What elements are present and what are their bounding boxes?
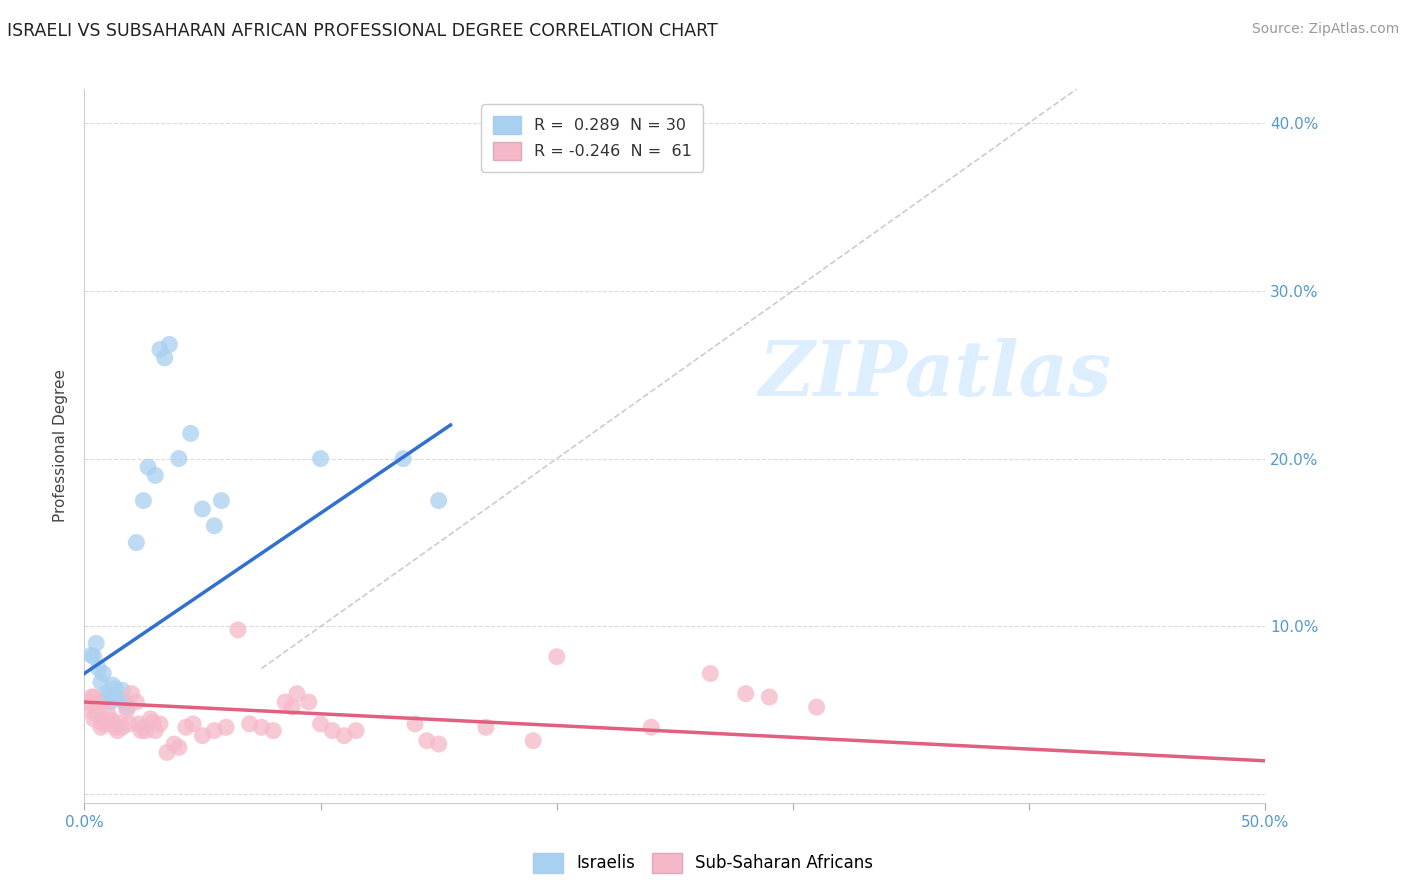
Text: Source: ZipAtlas.com: Source: ZipAtlas.com: [1251, 22, 1399, 37]
Point: [83, 712, 105, 726]
Point: [522, 733, 544, 747]
Point: [167, 451, 190, 466]
Point: [344, 723, 367, 738]
Point: [285, 687, 308, 701]
Y-axis label: Professional Degree: Professional Degree: [53, 369, 69, 523]
Point: [125, 695, 148, 709]
Point: [132, 720, 155, 734]
Point: [108, 717, 131, 731]
Point: [699, 666, 721, 681]
Point: [107, 723, 129, 738]
Point: [142, 715, 165, 730]
Point: [181, 717, 204, 731]
Point: [104, 681, 127, 696]
Point: [98, 695, 121, 709]
Point: [806, 700, 828, 714]
Point: [87, 661, 110, 675]
Point: [167, 740, 190, 755]
Point: [94, 687, 117, 701]
Point: [111, 683, 134, 698]
Point: [136, 460, 159, 475]
Point: [149, 717, 172, 731]
Point: [309, 717, 332, 731]
Point: [107, 690, 129, 704]
Point: [274, 695, 297, 709]
Point: [427, 737, 450, 751]
Point: [416, 733, 439, 747]
Point: [191, 729, 214, 743]
Point: [427, 493, 450, 508]
Point: [104, 720, 127, 734]
Point: [202, 723, 225, 738]
Point: [80, 703, 103, 717]
Point: [156, 746, 179, 760]
Point: [404, 717, 426, 731]
Point: [121, 687, 143, 701]
Point: [90, 720, 112, 734]
Point: [174, 720, 197, 734]
Point: [111, 720, 134, 734]
Text: ISRAELI VS SUBSAHARAN AFRICAN PROFESSIONAL DEGREE CORRELATION CHART: ISRAELI VS SUBSAHARAN AFRICAN PROFESSION…: [7, 22, 718, 40]
Point: [84, 706, 107, 721]
Legend: Israelis, Sub-Saharan Africans: Israelis, Sub-Saharan Africans: [526, 847, 880, 880]
Point: [143, 468, 166, 483]
Point: [209, 493, 232, 508]
Point: [115, 700, 138, 714]
Point: [139, 712, 162, 726]
Point: [153, 351, 176, 365]
Point: [333, 729, 356, 743]
Point: [250, 720, 273, 734]
Point: [321, 723, 343, 738]
Point: [114, 695, 136, 709]
Point: [640, 720, 662, 734]
Point: [101, 678, 124, 692]
Point: [98, 717, 121, 731]
Point: [83, 690, 105, 704]
Point: [97, 706, 120, 721]
Point: [118, 717, 141, 731]
Point: [191, 502, 214, 516]
Point: [128, 717, 150, 731]
Point: [392, 451, 415, 466]
Legend: R =  0.289  N = 30, R = -0.246  N =  61: R = 0.289 N = 30, R = -0.246 N = 61: [481, 104, 703, 171]
Point: [87, 698, 110, 713]
Point: [77, 695, 100, 709]
Point: [94, 715, 117, 730]
Point: [281, 700, 304, 714]
Point: [97, 690, 120, 704]
Point: [132, 493, 155, 508]
Point: [298, 695, 321, 709]
Point: [91, 666, 114, 681]
Point: [262, 723, 284, 738]
Point: [157, 337, 180, 351]
Point: [83, 649, 105, 664]
Point: [90, 674, 112, 689]
Point: [84, 636, 107, 650]
Point: [226, 623, 249, 637]
Point: [91, 717, 114, 731]
Point: [180, 426, 202, 441]
Point: [143, 723, 166, 738]
Point: [546, 649, 568, 664]
Point: [115, 703, 138, 717]
Point: [734, 687, 756, 701]
Point: [80, 648, 103, 662]
Point: [163, 737, 186, 751]
Point: [125, 535, 148, 549]
Point: [215, 720, 238, 734]
Point: [101, 714, 124, 728]
Point: [80, 690, 103, 704]
Point: [149, 343, 172, 357]
Point: [91, 712, 114, 726]
Point: [84, 700, 107, 714]
Point: [309, 451, 332, 466]
Point: [129, 723, 152, 738]
Point: [135, 723, 157, 738]
Point: [202, 518, 225, 533]
Point: [758, 690, 780, 704]
Point: [475, 720, 498, 734]
Point: [239, 717, 262, 731]
Text: ZIPatlas: ZIPatlas: [758, 338, 1111, 411]
